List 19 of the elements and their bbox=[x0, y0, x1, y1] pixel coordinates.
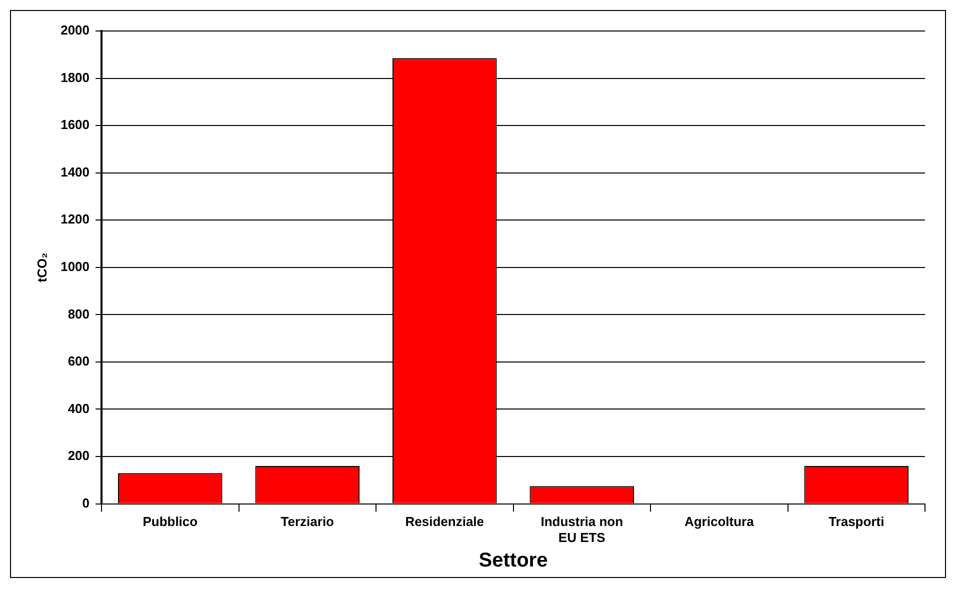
y-tick-label: 1200 bbox=[60, 212, 90, 227]
y-tick-label: 1600 bbox=[60, 117, 90, 132]
y-tick-label: 2000 bbox=[60, 22, 90, 38]
x-tick-label: Industria non EU ETS bbox=[540, 514, 624, 545]
y-axis-title: tCO₂ bbox=[34, 252, 50, 282]
x-tick-label: Pubblico bbox=[142, 514, 198, 530]
x-tick-label: Trasporti bbox=[828, 514, 884, 530]
y-tick-label: 1800 bbox=[60, 70, 90, 85]
y-tick-label: 1400 bbox=[60, 164, 90, 180]
y-tick-label: 600 bbox=[68, 354, 90, 369]
y-tick-label: 0 bbox=[82, 495, 90, 510]
y-tick-label: 400 bbox=[68, 400, 90, 416]
y-tick-label: 800 bbox=[68, 306, 90, 322]
x-tick-label: Agricoltura bbox=[684, 514, 755, 530]
x-tick-label: Residenziale bbox=[405, 514, 484, 530]
y-tick-label: 200 bbox=[68, 448, 90, 464]
x-axis-title: Settore bbox=[478, 550, 548, 572]
y-tick-label: 1000 bbox=[60, 258, 90, 274]
x-tick-label: Terziario bbox=[280, 514, 334, 530]
